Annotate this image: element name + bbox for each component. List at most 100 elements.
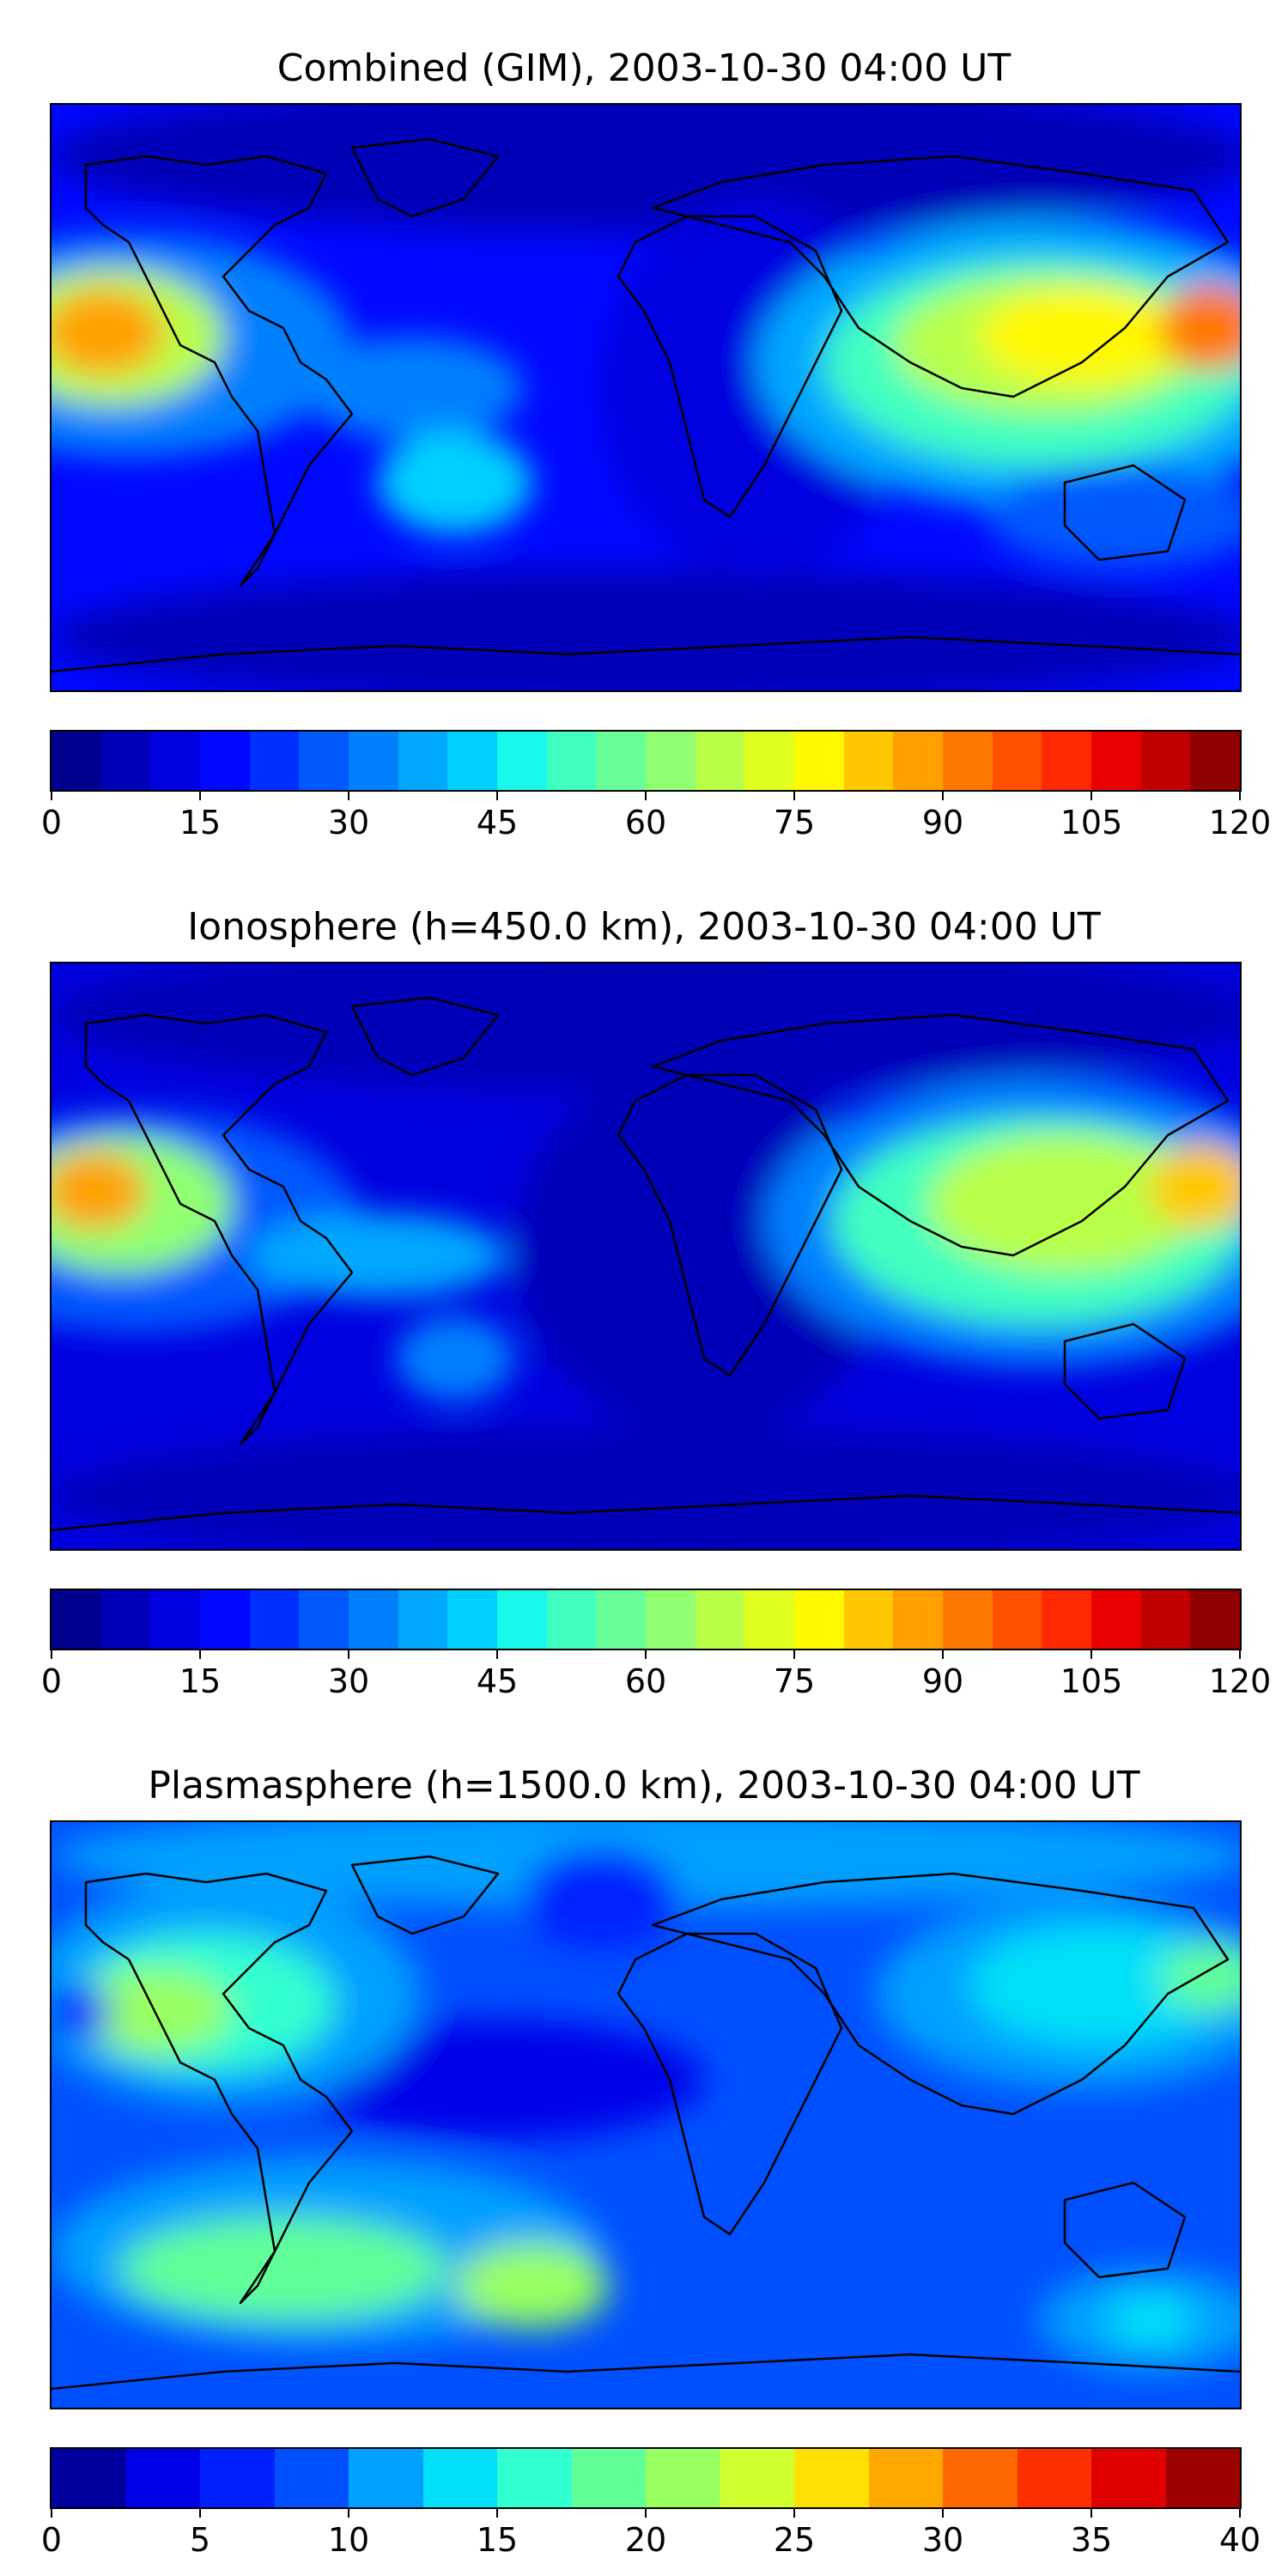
colorbar-level	[150, 1590, 201, 1649]
colorbar-level	[349, 1590, 398, 1649]
colorbar-level	[646, 732, 696, 790]
colorbar-ticks: 0 15 30 45 60 75 90 105 120	[41, 1649, 1271, 1700]
colorbar-level	[52, 1590, 101, 1649]
map-title: Plasmasphere (h=1500.0 km), 2003-10-30 0…	[148, 1764, 1140, 1807]
tick-label: 30	[327, 1662, 370, 1700]
tick-label: 35	[1070, 2521, 1113, 2559]
tick-mark	[1091, 790, 1092, 800]
tick-label: 120	[1208, 1662, 1272, 1700]
tick-label: 45	[476, 804, 519, 841]
colorbar-level	[447, 1590, 498, 1649]
map-title: Ionosphere (h=450.0 km), 2003-10-30 04:0…	[187, 905, 1101, 949]
colorbar-level	[497, 2449, 572, 2507]
colorbar-level	[992, 1590, 1042, 1649]
tick-mark	[645, 790, 647, 800]
colorbar-level	[571, 2449, 646, 2507]
tick-label: 15	[179, 1662, 222, 1700]
tick-mark	[1091, 1649, 1092, 1659]
colorbar-level	[744, 732, 795, 790]
tick-mark	[199, 790, 201, 800]
tick-label: 90	[921, 804, 964, 841]
colorbar-level	[52, 732, 101, 790]
colorbar-level	[1190, 1590, 1240, 1649]
tick-label: 0	[40, 1662, 63, 1700]
colorbar-level	[200, 2449, 275, 2507]
tec-contour-map	[52, 105, 1240, 690]
tick-mark	[496, 790, 498, 800]
panel-plasmasphere: Plasmasphere (h=1500.0 km), 2003-10-30 0…	[0, 1717, 1288, 2576]
tick-label: 40	[1218, 2521, 1261, 2559]
tick-mark	[496, 2507, 498, 2518]
tick-mark	[51, 790, 52, 800]
colorbar-level	[794, 2449, 869, 2507]
tick-mark	[793, 790, 795, 800]
colorbar-level	[398, 732, 448, 790]
colorbar-level	[100, 1590, 151, 1649]
tec-map-plasmasphere	[50, 1820, 1242, 2409]
panel-ionosphere: Ionosphere (h=450.0 km), 2003-10-30 04:0…	[0, 859, 1288, 1717]
tick-label: 60	[624, 804, 667, 841]
tick-label: 120	[1208, 804, 1272, 841]
tick-mark	[793, 2507, 795, 2518]
tick-label: 75	[773, 804, 816, 841]
colorbar-level	[943, 732, 993, 790]
coastlines	[52, 996, 1240, 1532]
tec-map-ionosphere	[50, 962, 1242, 1551]
tick-label: 45	[476, 1662, 519, 1700]
colorbar-level	[1165, 2449, 1240, 2507]
colorbar-level	[1091, 2449, 1166, 2507]
tec-map-combined	[50, 103, 1242, 692]
tick-mark	[942, 790, 944, 800]
tick-label: 20	[624, 2521, 667, 2559]
colorbar	[50, 2447, 1242, 2509]
colorbar-level	[720, 2449, 794, 2507]
colorbar-level	[1091, 1590, 1141, 1649]
tick-label: 15	[476, 2521, 519, 2559]
colorbar-level	[125, 2449, 200, 2507]
coastlines	[52, 137, 1240, 673]
tick-mark	[645, 1649, 647, 1659]
tick-mark	[1239, 2507, 1241, 2518]
colorbar-level	[943, 1590, 993, 1649]
tick-label: 30	[921, 2521, 964, 2559]
tick-mark	[1091, 2507, 1092, 2518]
colorbar-level	[843, 1590, 894, 1649]
colorbar-level	[497, 732, 547, 790]
tick-label: 25	[773, 2521, 816, 2559]
tick-label: 75	[773, 1662, 816, 1700]
colorbar-level	[992, 732, 1042, 790]
tick-mark	[1239, 1649, 1241, 1659]
colorbar-level	[695, 1590, 745, 1649]
colorbar-ticks: 0 5 10 15 20 25 30 35 40	[41, 2507, 1261, 2559]
colorbar-level	[1042, 1590, 1092, 1649]
colorbar-level	[546, 732, 597, 790]
tick-label: 10	[327, 2521, 370, 2559]
colorbar-level	[299, 1590, 349, 1649]
tick-mark	[942, 2507, 944, 2518]
colorbar-level	[150, 732, 201, 790]
colorbar-level	[274, 2449, 349, 2507]
tick-mark	[645, 2507, 647, 2518]
colorbar-level	[794, 732, 844, 790]
colorbar-level	[249, 732, 300, 790]
tick-label: 90	[921, 1662, 964, 1700]
tick-label: 105	[1060, 804, 1123, 841]
tick-mark	[199, 2507, 201, 2518]
colorbar-level	[349, 2449, 423, 2507]
colorbar-level	[1140, 732, 1191, 790]
colorbar-level	[695, 732, 745, 790]
colorbar-level	[1140, 1590, 1191, 1649]
colorbar-level	[422, 2449, 497, 2507]
tick-label: 60	[624, 1662, 667, 1700]
tec-contour-map	[52, 1822, 1240, 2408]
colorbar-level	[1190, 732, 1240, 790]
colorbar-level	[1042, 732, 1092, 790]
colorbar-level	[646, 1590, 696, 1649]
tick-mark	[942, 1649, 944, 1659]
colorbar	[50, 730, 1242, 792]
map-title: Combined (GIM), 2003-10-30 04:00 UT	[276, 46, 1012, 90]
colorbar-level	[546, 1590, 597, 1649]
colorbar-level	[1017, 2449, 1091, 2507]
colorbar-level	[100, 732, 151, 790]
tick-mark	[348, 2507, 349, 2518]
